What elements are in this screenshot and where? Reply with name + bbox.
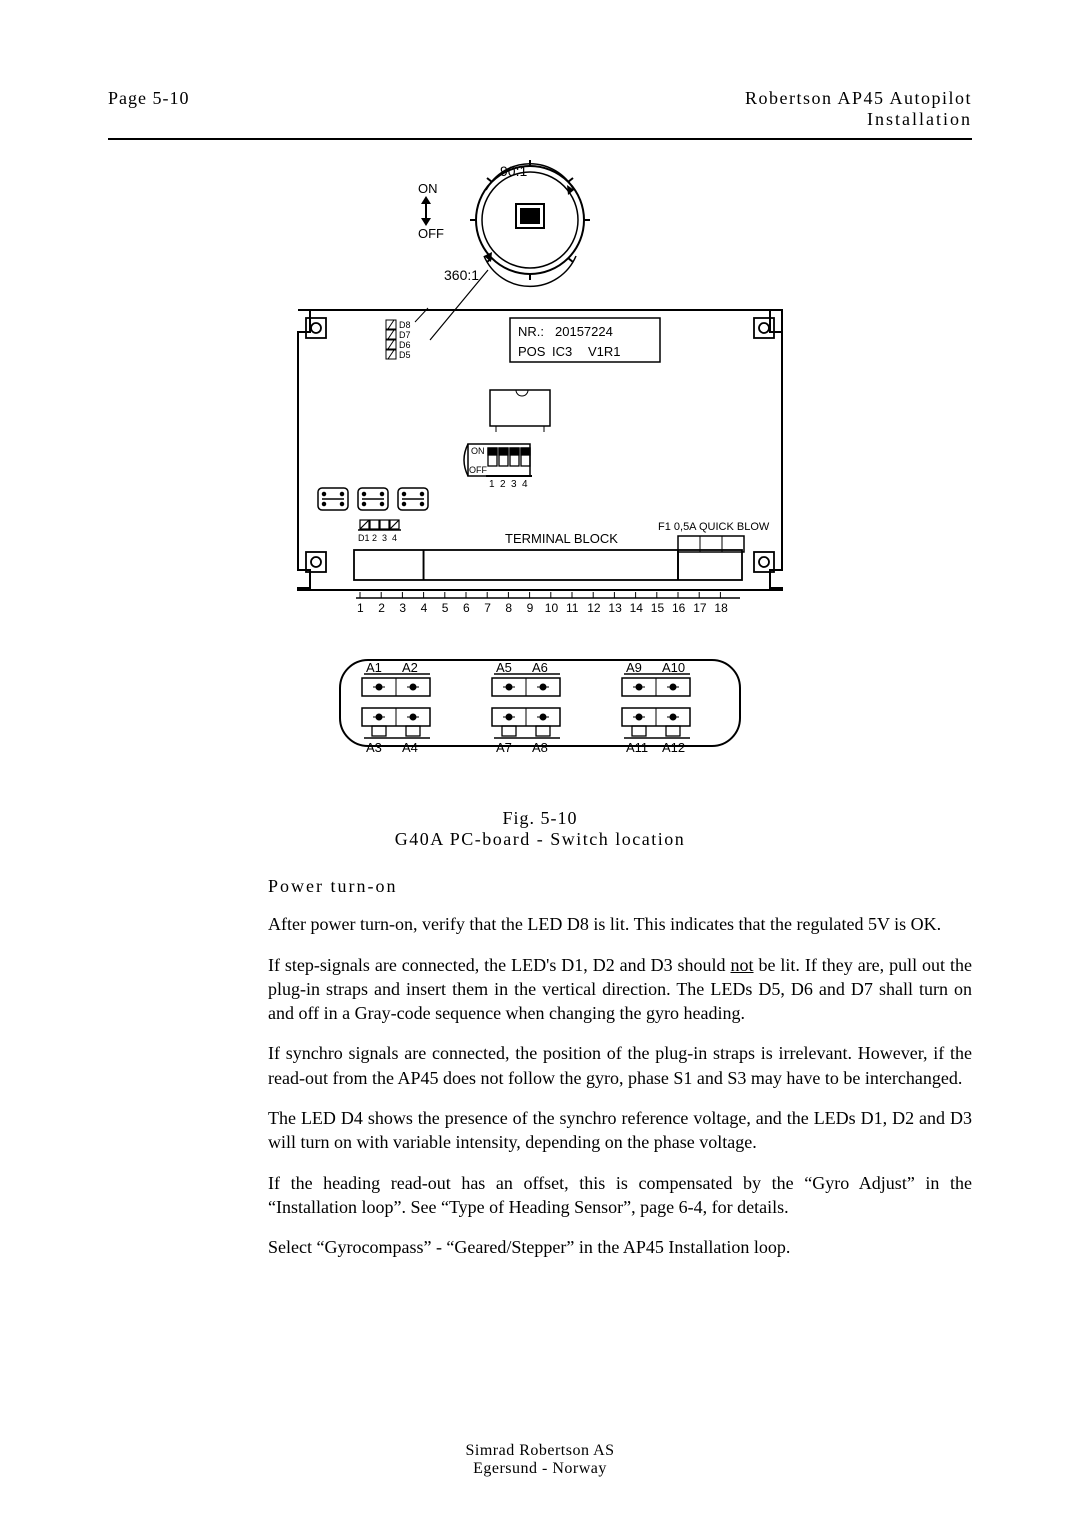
svg-text:D1: D1: [358, 533, 370, 543]
footer-location: Egersund - Norway: [0, 1460, 1080, 1478]
page-footer: Simrad Robertson AS Egersund - Norway: [0, 1442, 1080, 1478]
paragraph-2: If step-signals are connected, the LED's…: [268, 953, 972, 1026]
svg-text:2: 2: [372, 533, 377, 543]
svg-text:5: 5: [442, 601, 449, 615]
svg-text:A1: A1: [366, 660, 382, 675]
svg-text:3: 3: [511, 479, 517, 490]
svg-text:1: 1: [357, 601, 364, 615]
svg-text:4: 4: [421, 601, 428, 615]
p2-not: not: [731, 955, 754, 975]
header-section: Installation: [745, 109, 972, 130]
terminal-block: TERMINAL BLOCK: [354, 531, 742, 580]
dip-switch-small: D1 2 3 4: [358, 520, 401, 543]
center-ic: [490, 390, 550, 432]
figure-caption: Fig. 5-10 G40A PC-board - Switch locatio…: [108, 808, 972, 850]
paragraph-4: The LED D4 shows the presence of the syn…: [268, 1106, 972, 1155]
svg-text:11: 11: [566, 601, 579, 615]
svg-text:A4: A4: [402, 740, 418, 755]
figure-container: 90:1 ON OFF 360:1: [108, 160, 972, 800]
svg-text:D5: D5: [399, 350, 411, 360]
figure-title: G40A PC-board - Switch location: [108, 829, 972, 850]
svg-text:18: 18: [714, 601, 728, 615]
svg-text:16: 16: [672, 601, 686, 615]
svg-text:A6: A6: [532, 660, 548, 675]
footer-company: Simrad Robertson AS: [0, 1442, 1080, 1460]
svg-text:14: 14: [630, 601, 644, 615]
svg-text:15: 15: [651, 601, 665, 615]
svg-text:NR.:: NR.:: [518, 324, 544, 339]
connector-block: A1 A2 A3 A4 A5 A6 A7 A8 A9 A10 A11 A12: [340, 660, 740, 755]
svg-text:8: 8: [505, 601, 512, 615]
rotary-off-label: OFF: [418, 226, 444, 241]
svg-text:12: 12: [587, 601, 601, 615]
rotary-label-bottom: 360:1: [444, 267, 479, 283]
svg-text:3: 3: [399, 601, 406, 615]
paragraph-5: If the heading read-out has an offset, t…: [268, 1171, 972, 1220]
page-header: Page 5-10 Robertson AP45 Autopilot Insta…: [108, 88, 972, 140]
paragraph-6: Select “Gyrocompass” - “Geared/Stepper” …: [268, 1235, 972, 1259]
svg-text:A10: A10: [662, 660, 685, 675]
rotary-dial: 90:1 ON OFF 360:1: [418, 160, 590, 340]
svg-text:6: 6: [463, 601, 470, 615]
header-right: Robertson AP45 Autopilot Installation: [745, 88, 972, 130]
rotary-on-label: ON: [418, 181, 438, 196]
svg-text:1: 1: [489, 479, 495, 490]
part-info-block: NR.: 20157224 POS IC3 V1R1: [510, 318, 660, 362]
svg-text:20157224: 20157224: [555, 324, 613, 339]
svg-text:D7: D7: [399, 330, 411, 340]
header-product: Robertson AP45 Autopilot: [745, 88, 972, 109]
ic-row: [318, 488, 428, 510]
fuse-block: F1 0,5A QUICK BLOW: [658, 521, 770, 552]
svg-text:POS: POS: [518, 344, 546, 359]
svg-text:A8: A8: [532, 740, 548, 755]
svg-text:13: 13: [608, 601, 622, 615]
svg-text:D6: D6: [399, 340, 411, 350]
svg-text:7: 7: [484, 601, 491, 615]
svg-text:A7: A7: [496, 740, 512, 755]
svg-text:A12: A12: [662, 740, 685, 755]
svg-text:A3: A3: [366, 740, 382, 755]
svg-text:3: 3: [382, 533, 387, 543]
pcb-diagram: 90:1 ON OFF 360:1: [270, 160, 810, 800]
paragraph-1: After power turn-on, verify that the LED…: [268, 912, 972, 936]
svg-text:4: 4: [392, 533, 397, 543]
svg-text:D8: D8: [399, 320, 411, 330]
svg-text:A9: A9: [626, 660, 642, 675]
svg-text:TERMINAL BLOCK: TERMINAL BLOCK: [505, 531, 618, 546]
svg-text:V1R1: V1R1: [588, 344, 621, 359]
page: Page 5-10 Robertson AP45 Autopilot Insta…: [0, 0, 1080, 1528]
figure-number: Fig. 5-10: [108, 808, 972, 829]
svg-text:F1 0,5A QUICK BLOW: F1 0,5A QUICK BLOW: [658, 521, 770, 533]
svg-text:9: 9: [527, 601, 534, 615]
svg-text:IC3: IC3: [552, 344, 572, 359]
svg-text:2: 2: [500, 479, 506, 490]
section-heading: Power turn-on: [268, 874, 972, 898]
svg-text:A11: A11: [626, 740, 648, 755]
body-text: Power turn-on After power turn-on, verif…: [268, 874, 972, 1260]
terminal-numbers: 123456789101112131415161718: [356, 550, 740, 615]
paragraph-3: If synchro signals are connected, the po…: [268, 1041, 972, 1090]
p2-a: If step-signals are connected, the LED's…: [268, 955, 731, 975]
svg-text:10: 10: [545, 601, 559, 615]
svg-text:17: 17: [693, 601, 707, 615]
dip-switch-large: ON OFF 1 2 3 4: [464, 444, 532, 490]
svg-text:A5: A5: [496, 660, 512, 675]
svg-text:OFF: OFF: [469, 465, 487, 475]
svg-text:4: 4: [522, 479, 528, 490]
pcb-board: D8 D7 D6 D5: [298, 308, 782, 590]
header-left: Page 5-10: [108, 88, 189, 109]
svg-text:ON: ON: [471, 446, 485, 456]
svg-text:A2: A2: [402, 660, 418, 675]
svg-text:2: 2: [378, 601, 385, 615]
led-stack: D8 D7 D6 D5: [386, 308, 428, 360]
